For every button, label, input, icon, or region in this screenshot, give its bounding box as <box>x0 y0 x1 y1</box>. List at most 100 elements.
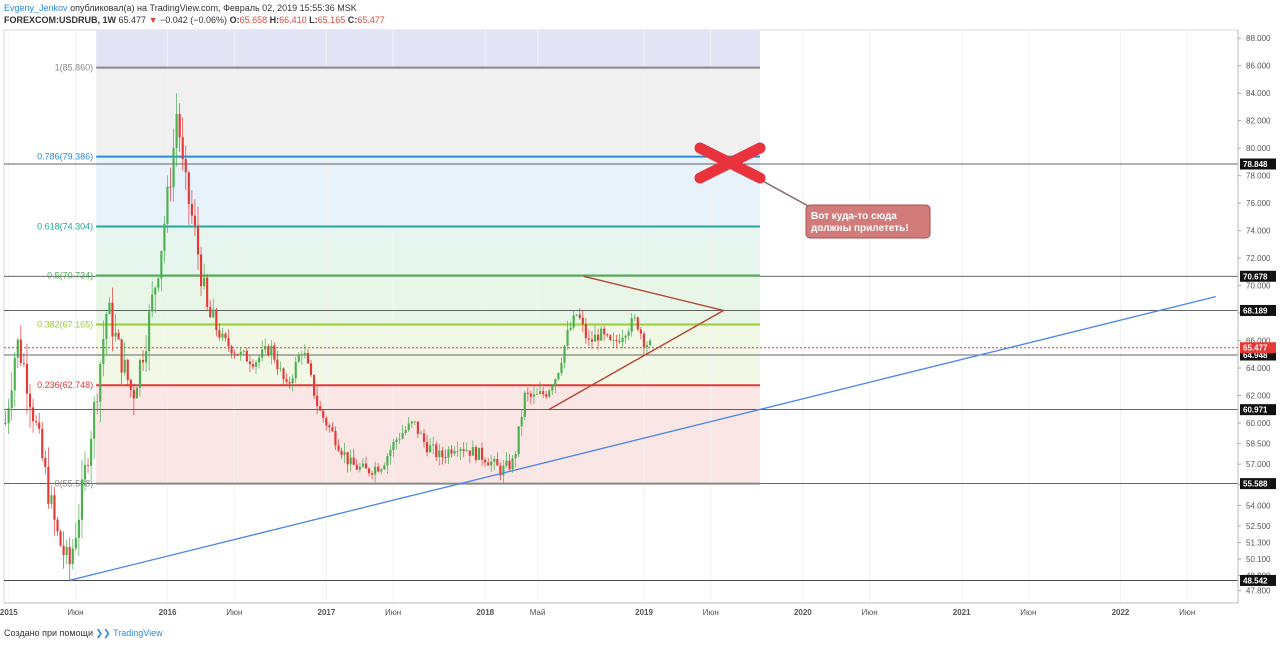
candle-body <box>371 473 374 475</box>
tradingview-logo-icon: ❯❯ <box>95 628 111 638</box>
candle-body <box>401 433 404 439</box>
candle-body <box>468 450 471 456</box>
candle-body <box>545 394 548 397</box>
price-tick-label: 57.000 <box>1246 460 1271 469</box>
time-tick-label: Июн <box>226 608 242 617</box>
symbol-label: FOREXCOM:USDRUB, 1W <box>4 15 116 25</box>
triangle-pattern[interactable] <box>548 275 726 411</box>
candle-body <box>248 361 251 365</box>
level-price-badge <box>1240 349 1276 361</box>
candle-body <box>233 353 236 355</box>
candle-body <box>53 495 56 520</box>
candle-body <box>450 449 453 454</box>
candle-body <box>322 410 325 419</box>
candle-body <box>456 450 459 452</box>
candle-body <box>157 278 160 288</box>
annotation-text-line1: Вот куда-то сюда <box>811 211 897 222</box>
candle-body <box>532 394 536 397</box>
time-tick-label: 2021 <box>953 608 971 617</box>
price-tick-label: 78.000 <box>1246 172 1271 181</box>
candle-body <box>193 215 197 226</box>
candle-body <box>416 421 419 434</box>
price-tick-label: 51.300 <box>1246 539 1271 548</box>
time-tick-label: 2018 <box>476 608 494 617</box>
candle-body <box>535 393 539 395</box>
time-tick-label: Июн <box>861 608 877 617</box>
level-price-label: 55.588 <box>1243 480 1268 489</box>
candle-body <box>584 324 587 339</box>
price-tick-label: 60.000 <box>1246 419 1271 428</box>
last-price-text: 65.477 <box>118 15 147 25</box>
price-tick-label: 72.000 <box>1246 254 1271 263</box>
time-axis[interactable]: 2015 Июн 2016 Июн 2017 Июн 2018 Май 2019 Июн 2020 И… <box>0 602 1238 617</box>
created-with-text: Создано при помощи <box>4 628 93 638</box>
candle-body <box>554 379 557 387</box>
candle-body <box>83 464 87 480</box>
candle-body <box>270 345 273 356</box>
candle-body <box>7 408 10 424</box>
candle-body <box>389 450 392 457</box>
tradingview-brand[interactable]: TradingView <box>113 628 163 638</box>
fib-level-label: 0.382(67.165) <box>37 320 93 330</box>
down-arrow-icon: ▼ <box>148 15 158 25</box>
price-tick-label: 86.000 <box>1246 62 1271 71</box>
candle-body <box>96 401 99 403</box>
chart-header-line2: FOREXCOM:USDRUB, 1W 65.477 ▼ −0.042 (−0.… <box>4 15 385 26</box>
candle-body <box>4 422 7 424</box>
candle-body <box>135 387 138 399</box>
price-tick-label: 80.000 <box>1246 144 1271 153</box>
fib-level-label: 0.5(70.734) <box>47 270 93 280</box>
candle-body <box>392 441 395 451</box>
candle-body <box>145 351 148 363</box>
grid <box>8 30 1188 603</box>
time-tick-label: Июн <box>1020 608 1036 617</box>
level-price-badge <box>1240 270 1276 282</box>
candle-body <box>59 531 62 546</box>
price-tick-label: 62.000 <box>1246 392 1271 401</box>
candle-body <box>224 333 227 339</box>
candle-body <box>505 460 508 466</box>
published-text: опубликовал(а) на TradingView.com, Февра… <box>70 3 357 13</box>
candle-body <box>151 294 154 312</box>
trend-line[interactable] <box>68 295 1216 582</box>
candle-body <box>422 433 426 443</box>
annotation-callout[interactable] <box>805 204 931 239</box>
candle-body <box>282 368 285 380</box>
low-value: 65.165 <box>317 15 346 25</box>
candle-body <box>453 451 456 454</box>
candle-body <box>297 355 300 362</box>
candle-body <box>279 368 282 370</box>
candle-body <box>477 447 481 460</box>
level-price-badge <box>1240 478 1276 490</box>
price-axis[interactable]: 88.000 86.000 84.000 82.000 80.000 78.000 76.0… <box>1237 30 1276 603</box>
candle-body <box>624 335 627 338</box>
time-tick-label: Июн <box>1179 608 1195 617</box>
candle-body <box>71 548 74 565</box>
candle-body <box>294 361 297 379</box>
candle-body <box>597 334 600 341</box>
candle-body <box>410 421 413 424</box>
high-label: H: <box>269 15 280 25</box>
candle-body <box>163 223 166 252</box>
time-tick-label: Июн <box>67 608 83 617</box>
candle-body <box>196 225 200 255</box>
candle-body <box>230 346 233 354</box>
candle-body <box>435 444 438 458</box>
candle-body <box>380 469 383 472</box>
footer: Создано при помощи ❯❯ TradingView <box>4 628 163 639</box>
candle-body <box>10 390 13 409</box>
candle-body <box>93 401 96 439</box>
candle-body <box>245 350 248 362</box>
candle-body <box>557 372 560 380</box>
candle-body <box>618 341 621 343</box>
author-link[interactable]: Evgeny_Jenkov <box>4 3 68 13</box>
candle-body <box>169 186 172 188</box>
candle-body <box>316 395 319 407</box>
candle-body <box>212 309 215 318</box>
price-tick-label: 66.000 <box>1246 337 1271 346</box>
candle-body <box>490 461 493 466</box>
candle-body <box>325 418 328 426</box>
candle-body <box>603 328 606 335</box>
drawings <box>4 275 1238 582</box>
